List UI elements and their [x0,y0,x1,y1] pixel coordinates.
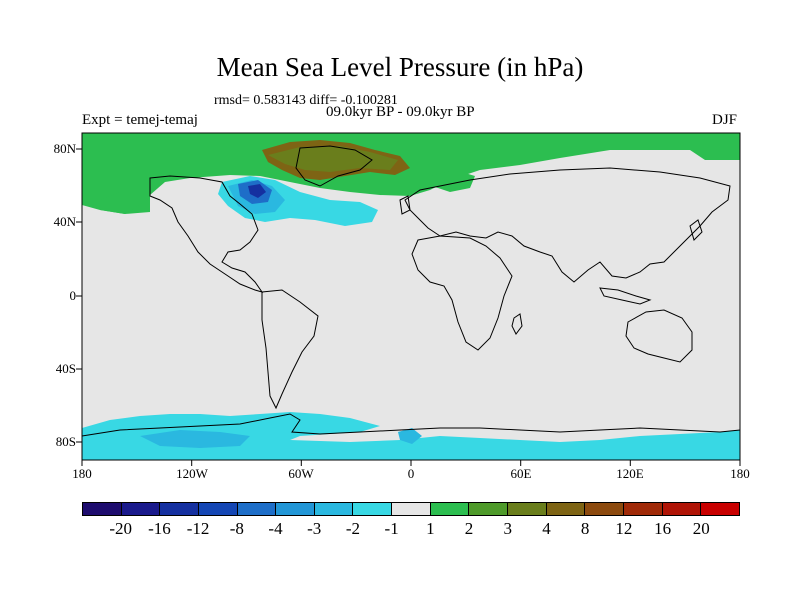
colorbar-cell [237,503,277,515]
colorbar-label: -2 [345,519,361,538]
colorbar-cell [198,503,238,515]
lat-label-80n: 80N [53,141,76,156]
colorbar-cell [160,503,199,515]
colorbar-cell [430,503,470,515]
lon-label-180e: 180 [730,466,750,481]
colorbar [82,502,740,516]
statistics-text: rmsd= 0.583143 diff= -0.100281 [214,93,398,108]
colorbar-label: 20 [692,519,710,538]
coastlines [81,145,741,437]
colorbar-cell [546,503,586,515]
positive-anomaly-scandinavia [430,170,475,192]
negative-anomaly-southern-ocean [82,412,740,460]
lon-label-180w: 180 [72,466,92,481]
lat-label-40n: 40N [53,214,76,229]
colorbar-cell [314,503,354,515]
lon-label-60w: 60W [288,466,314,481]
experiment-label: Expt = temej-temaj [82,112,198,128]
colorbar-cell [276,503,315,515]
lon-label-60e: 60E [510,466,532,481]
colorbar-label: -4 [268,519,283,538]
colorbar-label: -16 [148,519,171,538]
colorbar-cell [701,503,739,515]
colorbar-label: 2 [464,519,474,538]
negative-anomaly-antarctic-core [140,430,250,448]
positive-anomaly-arctic [82,133,740,214]
colorbar-cell [508,503,547,515]
lat-label-80s: 80S [55,434,76,449]
colorbar-label: -8 [229,519,244,538]
colorbar-label: -12 [186,519,210,538]
colorbar-cell [662,503,702,515]
colorbar-label: 12 [615,519,633,538]
map-title: Mean Sea Level Pressure (in hPa) [216,52,584,82]
negative-anomaly-antarctic-east [398,428,422,444]
colorbar-label: 8 [580,519,590,538]
period-text: 09.0kyr BP - 09.0kyr BP [326,104,475,120]
season-label: DJF [712,112,738,128]
colorbar-label: 3 [503,519,513,538]
lon-label-120e: 120E [616,466,644,481]
colorbar-label: -20 [109,519,133,538]
positive-anomaly-north-pacific [100,192,150,214]
colorbar-label: 1 [426,519,435,538]
colorbar-cell [353,503,393,515]
colorbar-label: -1 [384,519,399,538]
colorbar-label: 16 [654,519,672,538]
lat-label-0: 0 [69,288,77,303]
colorbar-cell [392,503,431,515]
colorbar-cell [469,503,509,515]
colorbar-cell [585,503,624,515]
colorbar-cell [83,503,122,515]
colorbar-label: -3 [307,519,322,538]
lat-label-40s: 40S [55,361,76,376]
lon-label-0: 0 [407,466,415,481]
axis-ticks [76,148,741,466]
colorbar-label: 4 [542,519,551,538]
colorbar-cell [121,503,161,515]
negative-anomaly-labrador-min [248,184,266,198]
lon-label-120w: 120W [176,466,208,481]
colorbar-cell [623,503,663,515]
